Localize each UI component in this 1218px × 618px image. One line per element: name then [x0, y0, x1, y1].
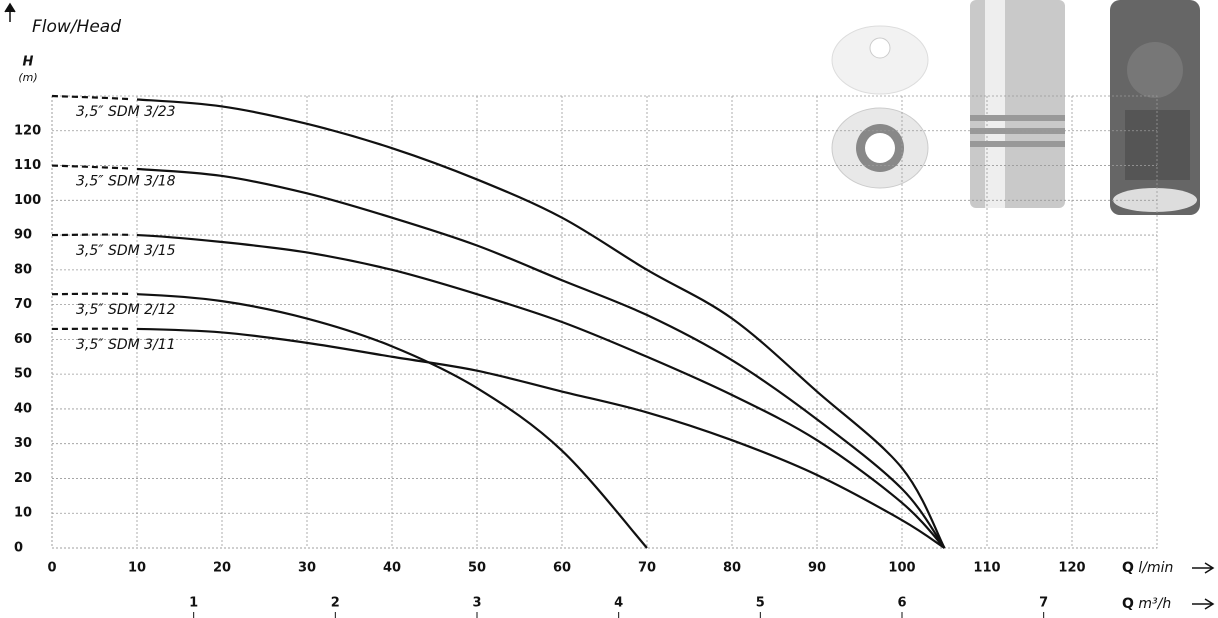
x2-axis-unit: m³/h — [1138, 596, 1171, 612]
x2-tick-label: 4 — [614, 596, 623, 611]
x-tick-label: 70 — [638, 561, 656, 576]
x-tick-label: 20 — [213, 561, 231, 576]
x2-axis-symbol: Q — [1122, 596, 1134, 612]
chart-title: Flow/Head — [32, 17, 121, 37]
pump-curve — [51, 94, 946, 549]
x2-tick-label: 6 — [897, 596, 906, 611]
x-axis-unit: l/min — [1138, 560, 1173, 576]
x-tick-label: 0 — [47, 561, 56, 576]
x-tick-label: 60 — [553, 561, 571, 576]
pump-curve — [51, 233, 946, 549]
x-tick-label: 30 — [298, 561, 316, 576]
x-axis-symbol: Q — [1122, 560, 1134, 576]
y-tick-label: 70 — [14, 297, 32, 312]
pump-curve — [51, 327, 946, 549]
x-tick-label: 110 — [973, 561, 1000, 576]
y-tick-label: 80 — [14, 262, 32, 277]
x2-tick-label: 5 — [756, 596, 765, 611]
series-label: 3,5″ SDM 3/11 — [76, 337, 176, 353]
y-tick-label: 10 — [14, 506, 32, 521]
y-tick-label: 90 — [14, 228, 32, 243]
x2-axis-label: Q m³/h — [1122, 596, 1171, 612]
series-label: 3,5″ SDM 3/23 — [76, 104, 176, 120]
x-tick-label: 40 — [383, 561, 401, 576]
y-tick-label: 30 — [14, 436, 32, 451]
x-tick-label: 90 — [808, 561, 826, 576]
y-tick-label: 40 — [14, 401, 32, 416]
x2-arrow — [1192, 598, 1215, 610]
series-label: 3,5″ SDM 2/12 — [76, 302, 176, 318]
x2-tick-label: 3 — [472, 596, 481, 611]
x2-tick-label: 2 — [331, 596, 340, 611]
y-axis-label: H — [23, 55, 34, 70]
x2-tick-label: 7 — [1039, 596, 1048, 611]
pump-curve — [51, 164, 946, 549]
x-tick-label: 50 — [468, 561, 486, 576]
series-label: 3,5″ SDM 3/18 — [76, 174, 176, 190]
x-arrow — [1192, 562, 1215, 574]
y-tick-label: 110 — [14, 158, 41, 173]
y-arrow — [4, 2, 16, 22]
y-tick-label: 60 — [14, 332, 32, 347]
y-tick-label: 20 — [14, 471, 32, 486]
x-tick-label: 100 — [888, 561, 915, 576]
x-tick-label: 80 — [723, 561, 741, 576]
x2-tick-label: 1 — [189, 596, 198, 611]
x-tick-label: 10 — [128, 561, 146, 576]
y-tick-label: 50 — [14, 367, 32, 382]
y-tick-label: 0 — [14, 541, 23, 556]
y-tick-label: 100 — [14, 193, 41, 208]
y-axis-unit: (m) — [18, 71, 37, 84]
pump-pictures — [831, 0, 1200, 215]
x-axis-label: Q l/min — [1122, 560, 1173, 576]
series-label: 3,5″ SDM 3/15 — [76, 243, 176, 259]
x-tick-label: 120 — [1058, 561, 1085, 576]
pump-curve — [51, 292, 648, 549]
y-tick-label: 120 — [14, 123, 41, 138]
